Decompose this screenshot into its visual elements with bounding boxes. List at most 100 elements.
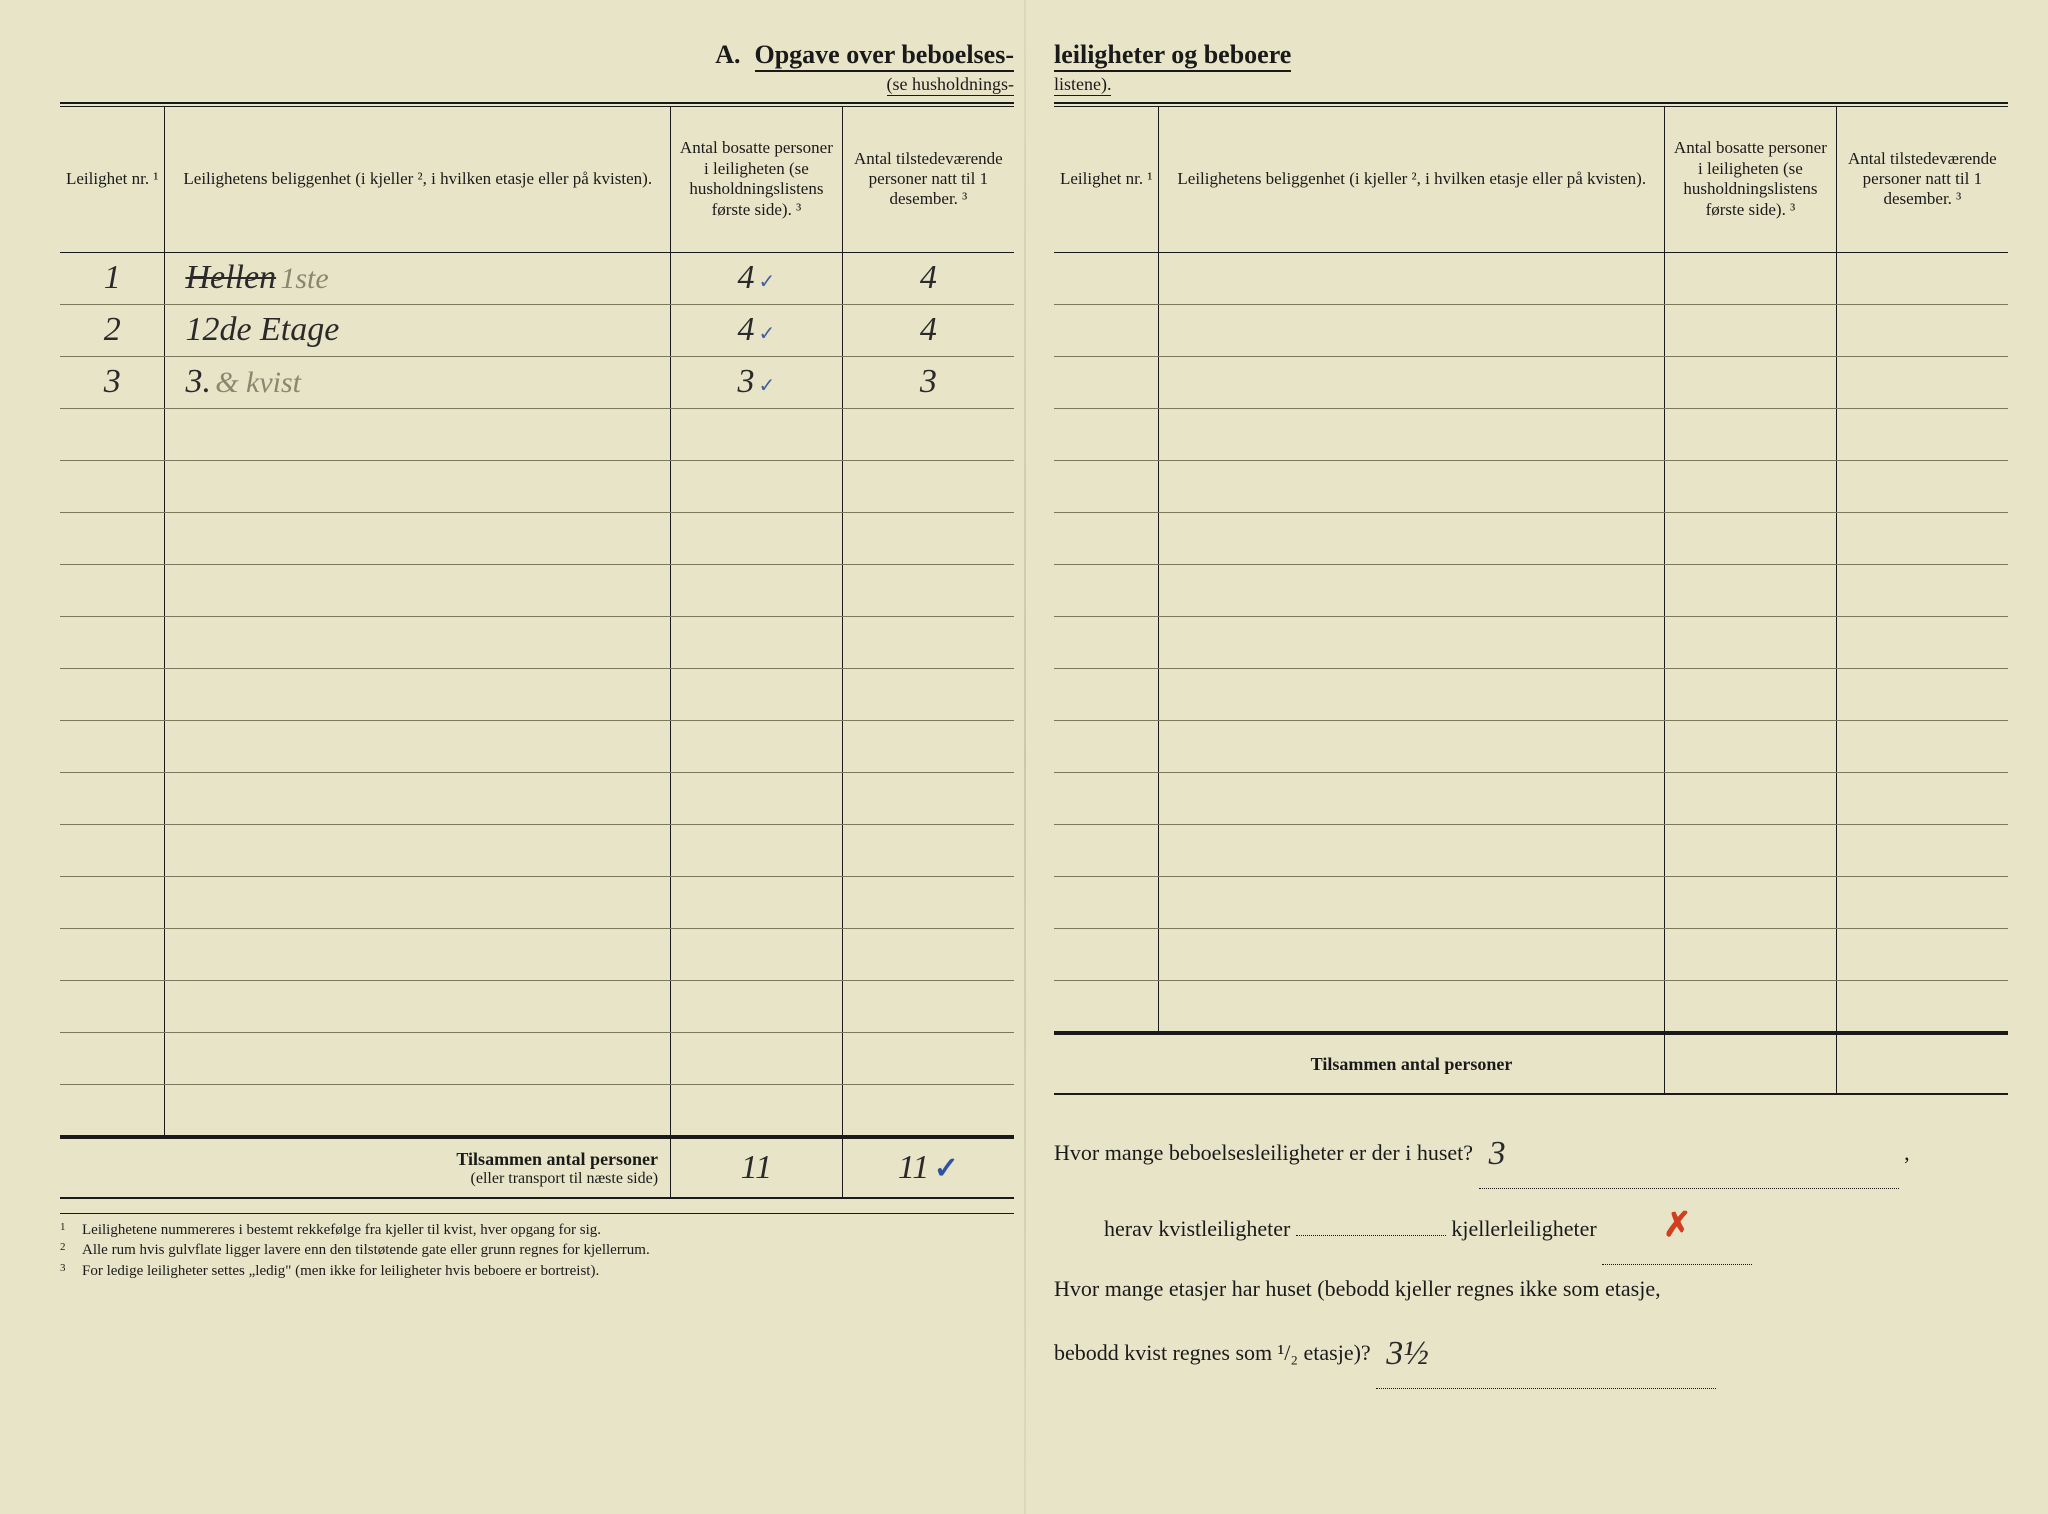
- table-row-empty: [60, 512, 1014, 564]
- right-title: leiligheter og beboere: [1054, 40, 2008, 74]
- table-row-empty: [60, 928, 1014, 980]
- left-subtitle: (se husholdnings-: [60, 74, 1014, 100]
- table-row-empty: [60, 668, 1014, 720]
- left-title: A. Opgave over beboelses-: [60, 40, 1014, 74]
- document-spread: A. Opgave over beboelses- (se husholdnin…: [60, 40, 2008, 1474]
- left-totals-label: Tilsammen antal personer (eller transpor…: [165, 1138, 671, 1198]
- table-row: 212de Etage 4✓4: [60, 304, 1014, 356]
- table-row-empty: [1054, 460, 2008, 512]
- q2b-text: kjellerleiligheter: [1451, 1216, 1596, 1241]
- right-totals-table: Tilsammen antal personer: [1054, 1033, 2008, 1095]
- table-row-empty: [1054, 356, 2008, 408]
- right-page: leiligheter og beboere listene). Leiligh…: [1054, 40, 2008, 1474]
- question-1: Hvor mange beboelsesleiligheter er der i…: [1054, 1113, 2008, 1189]
- question-2: herav kvistleiligheter kjellerleilighete…: [1054, 1189, 2008, 1265]
- table-row-empty: [60, 460, 1014, 512]
- right-subtitle: listene).: [1054, 74, 2008, 100]
- cell-nr: 3: [60, 356, 165, 408]
- cell-nr: 2: [60, 304, 165, 356]
- table-row-empty: [1054, 980, 2008, 1032]
- table-row-empty: [60, 616, 1014, 668]
- q2a-text: herav kvistleiligheter: [1104, 1216, 1290, 1241]
- totals-checkmark: ✓: [934, 1152, 959, 1185]
- right-totals-p1: [1665, 1034, 1837, 1094]
- table-row-empty: [60, 772, 1014, 824]
- footnote: 3For ledige leiligheter settes „ledig" (…: [60, 1261, 1014, 1281]
- table-row-empty: [1054, 252, 2008, 304]
- cell-location: 12de Etage: [165, 304, 671, 356]
- title-prefix: A.: [715, 40, 740, 72]
- right-header-loc: Leilighetens beliggenhet (i kjeller ², i…: [1159, 107, 1665, 252]
- table-row-empty: [60, 980, 1014, 1032]
- table-row-empty: [1054, 616, 2008, 668]
- totals-spacer: [1054, 1034, 1159, 1094]
- right-header-p1: Antal bosatte personer i leiligheten (se…: [1665, 107, 1837, 252]
- left-header-p2: Antal tilstedeværende personer natt til …: [842, 107, 1014, 252]
- question-3b: bebodd kvist regnes som ¹/₂ etasje)? 3½: [1054, 1313, 2008, 1389]
- q1-answer: 3: [1489, 1135, 1506, 1172]
- left-totals-p2: 11 ✓: [842, 1138, 1014, 1198]
- left-header-loc: Leilighetens beliggenhet (i kjeller ², i…: [165, 107, 671, 252]
- table-row-empty: [1054, 304, 2008, 356]
- totals-p2-value: 11: [898, 1149, 929, 1186]
- title-main-right: leiligheter og beboere: [1054, 40, 1291, 72]
- left-table: Leilighet nr. ¹ Leilighetens beliggenhet…: [60, 107, 1014, 1137]
- totals-sublabel: (eller transport til næste side): [171, 1170, 658, 1188]
- question-3a: Hvor mange etasjer har huset (bebodd kje…: [1054, 1265, 2008, 1313]
- totals-p1-value: 11: [741, 1149, 772, 1186]
- footnote: 1Leilighetene nummereres i bestemt rekke…: [60, 1220, 1014, 1240]
- right-totals-p2: [1836, 1034, 2008, 1094]
- footnotes: 1Leilighetene nummereres i bestemt rekke…: [60, 1213, 1014, 1281]
- left-totals-table: Tilsammen antal personer (eller transpor…: [60, 1137, 1014, 1199]
- table-row-empty: [1054, 720, 2008, 772]
- title-main-left: Opgave over beboelses-: [755, 40, 1015, 72]
- cell-nr: 1: [60, 252, 165, 304]
- table-row-empty: [60, 720, 1014, 772]
- questions-block: Hvor mange beboelsesleiligheter er der i…: [1054, 1113, 2008, 1389]
- q1-text: Hvor mange beboelsesleiligheter er der i…: [1054, 1140, 1473, 1165]
- table-row-empty: [60, 564, 1014, 616]
- cell-persons-resident: 4✓: [671, 252, 843, 304]
- left-header-p1: Antal bosatte personer i leiligheten (se…: [671, 107, 843, 252]
- right-header-p2: Antal tilstedeværende personer natt til …: [1836, 107, 2008, 252]
- q3-answer: 3½: [1386, 1335, 1429, 1372]
- cell-persons-present: 4: [842, 252, 1014, 304]
- table-row-empty: [60, 1084, 1014, 1136]
- table-row-empty: [60, 824, 1014, 876]
- cell-persons-resident: 4✓: [671, 304, 843, 356]
- left-page: A. Opgave over beboelses- (se husholdnin…: [60, 40, 1014, 1474]
- table-row-empty: [1054, 824, 2008, 876]
- table-row-empty: [1054, 564, 2008, 616]
- left-totals-p1: 11: [671, 1138, 843, 1198]
- cell-location: 3. & kvist: [165, 356, 671, 408]
- table-row-empty: [1054, 772, 2008, 824]
- q3-blank: 3½: [1376, 1313, 1716, 1389]
- totals-spacer: [60, 1138, 165, 1198]
- subtitle-text-right: listene).: [1054, 74, 1111, 96]
- table-row-empty: [1054, 512, 2008, 564]
- right-header-nr: Leilighet nr. ¹: [1054, 107, 1159, 252]
- q2b-blank: ✗: [1602, 1189, 1752, 1265]
- table-row-empty: [60, 408, 1014, 460]
- left-header-nr: Leilighet nr. ¹: [60, 107, 165, 252]
- totals-label-text: Tilsammen antal personer: [171, 1149, 658, 1170]
- q2a-blank: [1296, 1235, 1446, 1236]
- cell-location: Hellen 1ste: [165, 252, 671, 304]
- table-row-empty: [1054, 668, 2008, 720]
- cell-persons-present: 4: [842, 304, 1014, 356]
- q2b-answer: ✗: [1663, 1207, 1692, 1244]
- table-row-empty: [1054, 876, 2008, 928]
- table-row-empty: [1054, 408, 2008, 460]
- cell-persons-present: 3: [842, 356, 1014, 408]
- right-table: Leilighet nr. ¹ Leilighetens beliggenhet…: [1054, 107, 2008, 1033]
- table-row-empty: [1054, 928, 2008, 980]
- footnote: 2Alle rum hvis gulvflate ligger lavere e…: [60, 1240, 1014, 1260]
- table-row: 33. & kvist3✓3: [60, 356, 1014, 408]
- table-row-empty: [60, 1032, 1014, 1084]
- cell-persons-resident: 3✓: [671, 356, 843, 408]
- q1-blank: 3: [1479, 1113, 1899, 1189]
- table-row: 1Hellen 1ste4✓4: [60, 252, 1014, 304]
- q3a-text: Hvor mange etasjer har huset (bebodd kje…: [1054, 1276, 1661, 1301]
- subtitle-text-left: (se husholdnings-: [887, 74, 1015, 96]
- q3b-text: bebodd kvist regnes som ¹/₂ etasje)?: [1054, 1340, 1371, 1365]
